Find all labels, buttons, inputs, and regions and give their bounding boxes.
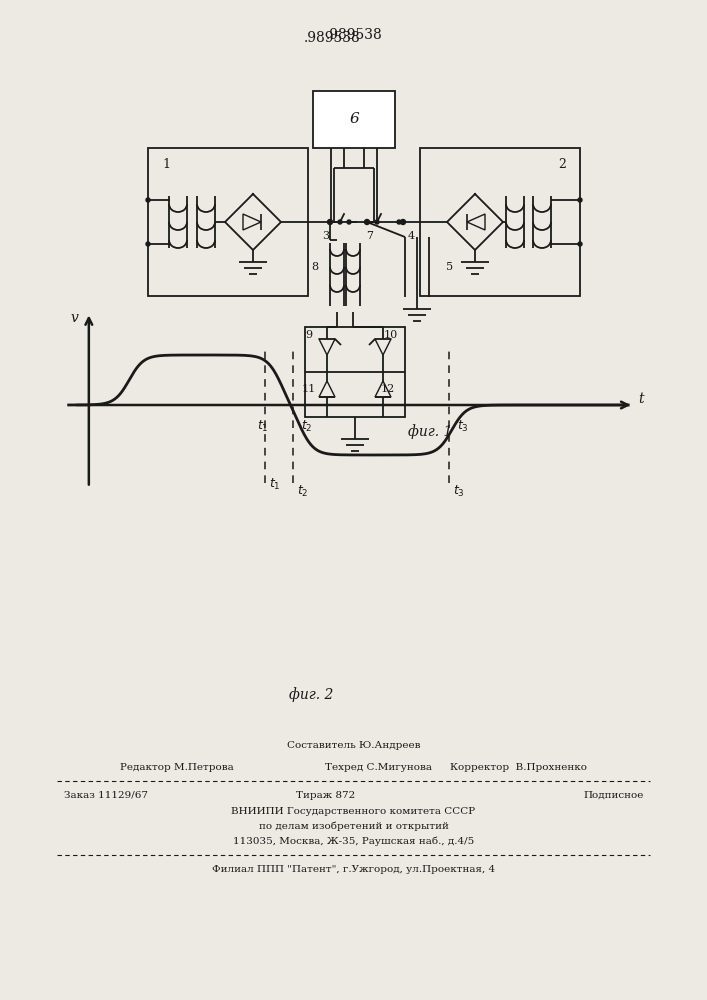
Text: по делам изобретений и открытий: по делам изобретений и открытий [259,821,448,831]
Text: Заказ 11129/67: Заказ 11129/67 [64,790,148,800]
Text: Техред С.Мигунова: Техред С.Мигунова [325,762,432,772]
Text: $t_1$: $t_1$ [257,419,269,434]
Text: t: t [638,392,643,406]
Text: Тираж 872: Тираж 872 [296,790,355,800]
Text: Филиал ППП "Патент", г.Ужгород, ул.Проектная, 4: Филиал ППП "Патент", г.Ужгород, ул.Проек… [212,866,495,874]
Circle shape [338,220,342,224]
Text: Редактор М.Петрова: Редактор М.Петрова [120,762,234,772]
Text: 3: 3 [322,231,329,241]
Text: Подписное: Подписное [583,790,643,800]
Circle shape [146,242,150,246]
Circle shape [327,220,332,225]
Text: 6: 6 [349,112,359,126]
Text: v: v [71,310,78,324]
Bar [148,148,308,296]
Circle shape [578,198,582,202]
Text: фиг. 1: фиг. 1 [408,425,452,439]
Bar [420,148,580,296]
Text: 11: 11 [302,384,316,394]
Text: Корректор  В.Прохненко: Корректор В.Прохненко [450,762,587,772]
Text: $t_2$: $t_2$ [297,484,308,499]
Text: 8: 8 [312,262,319,272]
Bar [313,91,395,148]
Text: 9: 9 [305,330,312,340]
Text: $t_1$: $t_1$ [269,477,281,492]
Text: 113035, Москва, Ж-35, Раушская наб., д.4/5: 113035, Москва, Ж-35, Раушская наб., д.4… [233,836,474,846]
Circle shape [397,220,401,224]
Bar [305,327,405,417]
Text: Составитель Ю.Андреев: Составитель Ю.Андреев [287,740,420,750]
Text: $t_3$: $t_3$ [457,419,469,434]
Circle shape [365,220,370,225]
Circle shape [347,220,351,224]
Text: .989538: .989538 [326,28,382,42]
Circle shape [578,242,582,246]
Text: 12: 12 [381,384,395,394]
Text: фиг. 2: фиг. 2 [289,688,333,702]
Text: $t_3$: $t_3$ [453,484,465,499]
Circle shape [375,220,379,224]
Text: 1: 1 [162,158,170,171]
Text: .989538: .989538 [304,31,361,45]
Text: ВНИИПИ Государственного комитета СССР: ВНИИПИ Государственного комитета СССР [231,806,476,816]
Text: 7: 7 [366,231,373,241]
Text: 4: 4 [407,231,414,241]
Text: 2: 2 [558,158,566,171]
Text: $t_2$: $t_2$ [300,419,312,434]
Text: 10: 10 [384,330,398,340]
Text: 5: 5 [446,262,454,272]
Circle shape [400,220,406,225]
Circle shape [146,198,150,202]
